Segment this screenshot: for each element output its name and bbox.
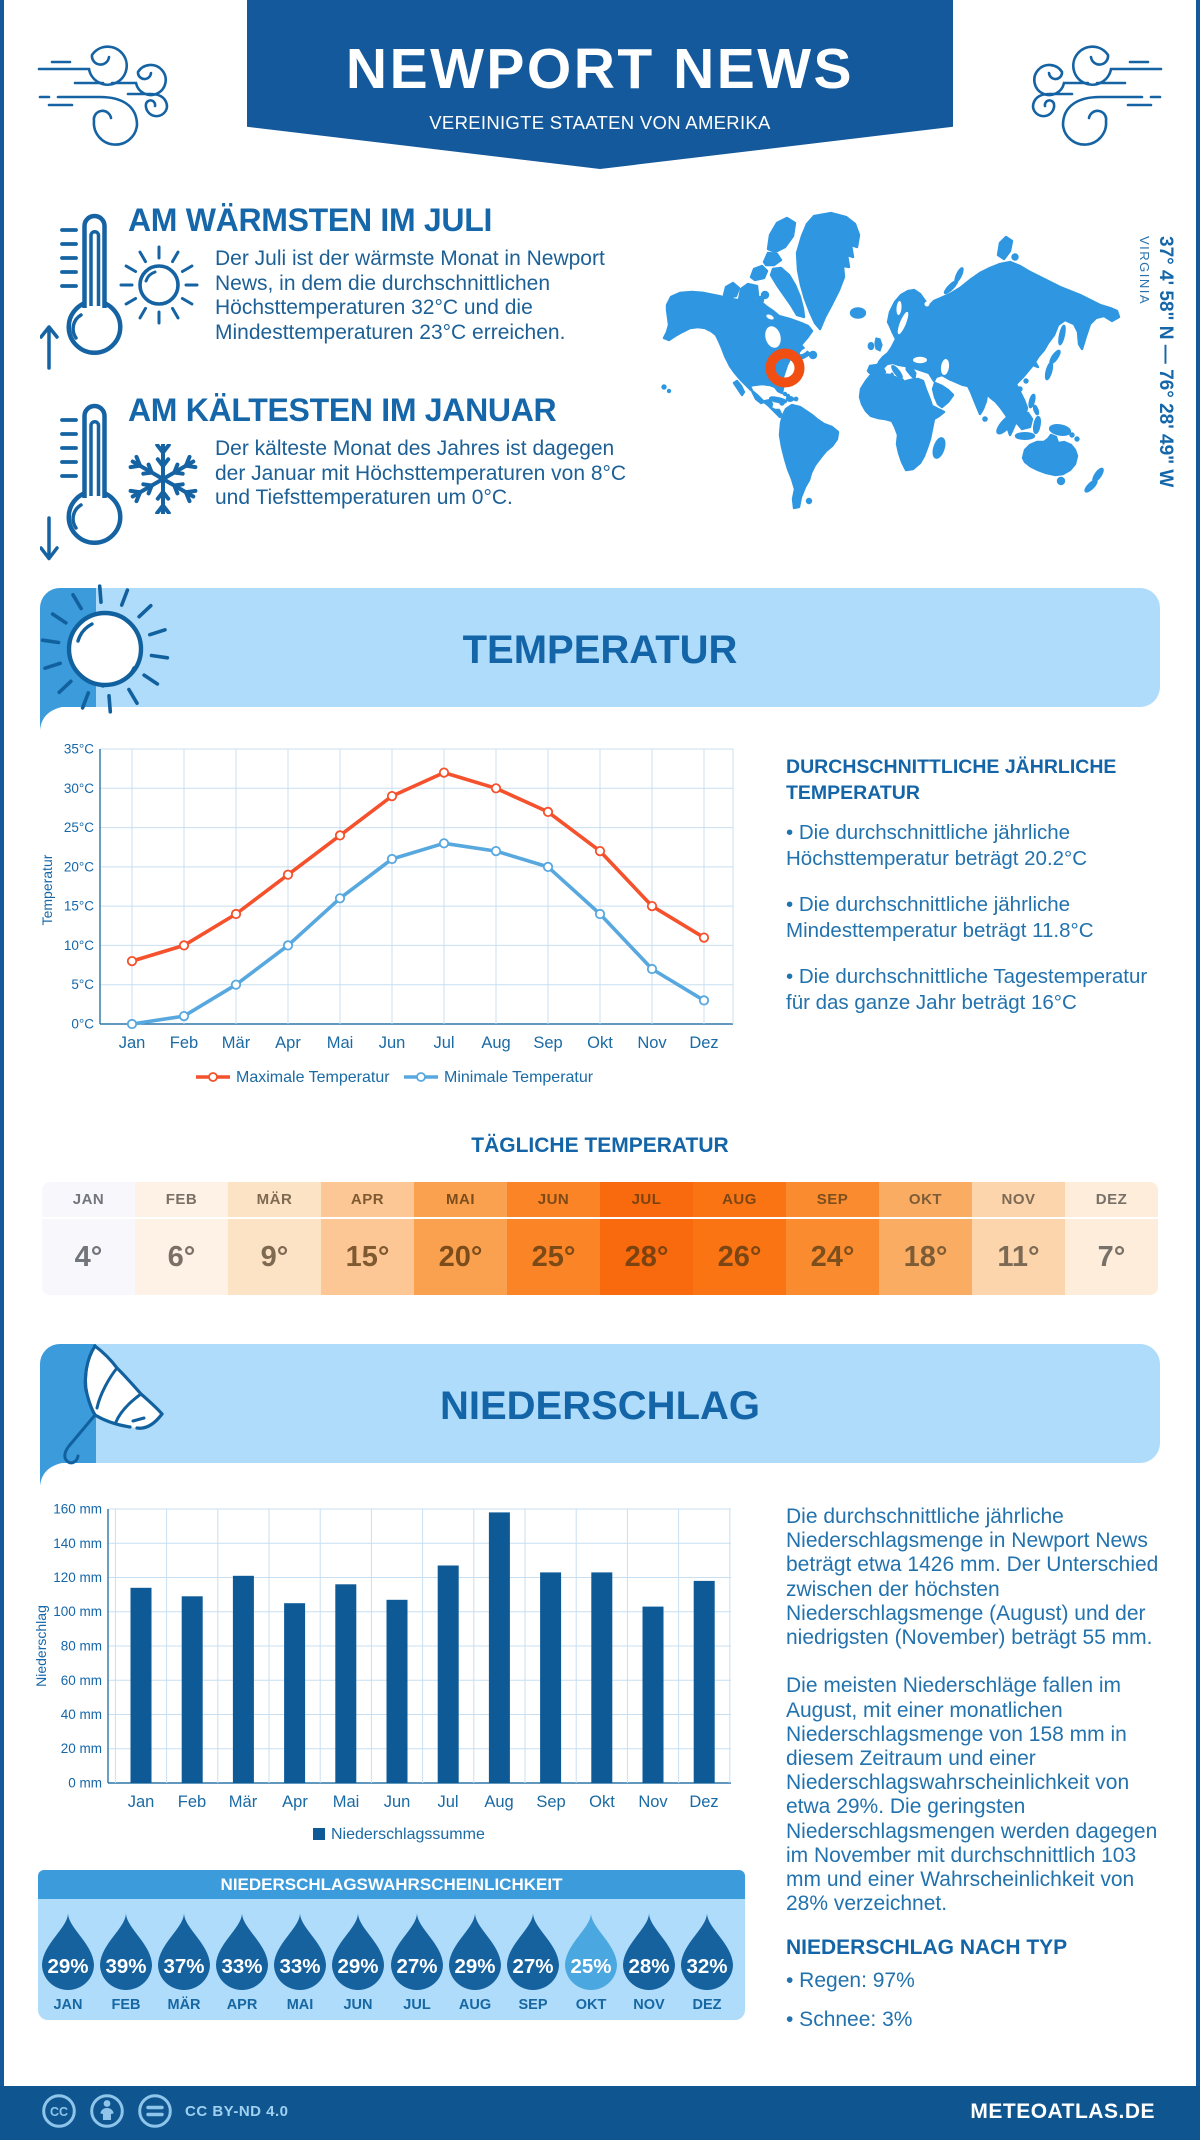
svg-text:Jan: Jan [119, 1034, 146, 1052]
svg-text:Feb: Feb [170, 1034, 198, 1052]
svg-text:Feb: Feb [178, 1793, 206, 1811]
svg-text:Niederschlagssumme: Niederschlagssumme [331, 1826, 485, 1843]
svg-text:Mär: Mär [229, 1793, 258, 1811]
svg-text:Mär: Mär [222, 1034, 251, 1052]
svg-text:20°C: 20°C [64, 859, 94, 874]
svg-text:29%: 29% [337, 1955, 378, 1978]
svg-text:39%: 39% [105, 1955, 146, 1978]
svg-text:80 mm: 80 mm [61, 1639, 102, 1654]
svg-text:Mai: Mai [327, 1034, 354, 1052]
svg-text:60 mm: 60 mm [61, 1673, 102, 1688]
svg-text:Minimale Temperatur: Minimale Temperatur [444, 1069, 594, 1086]
svg-text:Temperatur: Temperatur [39, 854, 55, 925]
svg-text:Okt: Okt [587, 1034, 613, 1052]
svg-text:Jul: Jul [433, 1034, 454, 1052]
svg-text:28%: 28% [628, 1955, 669, 1978]
svg-text:0°C: 0°C [71, 1017, 94, 1032]
svg-text:Jul: Jul [437, 1793, 458, 1811]
svg-text:33%: 33% [279, 1955, 320, 1978]
svg-text:160 mm: 160 mm [53, 1502, 102, 1517]
svg-text:Jun: Jun [379, 1034, 406, 1052]
svg-text:5°C: 5°C [71, 977, 94, 992]
svg-text:40 mm: 40 mm [61, 1707, 102, 1722]
svg-text:29%: 29% [47, 1955, 88, 1978]
svg-text:35°C: 35°C [64, 742, 94, 757]
svg-text:Apr: Apr [282, 1793, 308, 1811]
svg-text:Jan: Jan [128, 1793, 155, 1811]
svg-text:CC: CC [50, 2105, 68, 2119]
svg-text:Sep: Sep [533, 1034, 562, 1052]
svg-text:25°C: 25°C [64, 820, 94, 835]
svg-text:10°C: 10°C [64, 938, 94, 953]
svg-text:32%: 32% [686, 1955, 727, 1978]
svg-text:100 mm: 100 mm [53, 1604, 102, 1619]
svg-text:27%: 27% [396, 1955, 437, 1978]
svg-text:Nov: Nov [638, 1793, 668, 1811]
svg-text:29%: 29% [454, 1955, 495, 1978]
svg-text:20 mm: 20 mm [61, 1741, 102, 1756]
svg-text:Nov: Nov [637, 1034, 667, 1052]
svg-text:Apr: Apr [275, 1034, 301, 1052]
svg-text:Sep: Sep [536, 1793, 565, 1811]
svg-text:27%: 27% [512, 1955, 553, 1978]
svg-text:120 mm: 120 mm [53, 1570, 102, 1585]
svg-text:37%: 37% [163, 1955, 204, 1978]
svg-text:Aug: Aug [484, 1793, 513, 1811]
svg-text:30°C: 30°C [64, 781, 94, 796]
svg-text:33%: 33% [221, 1955, 262, 1978]
svg-text:0 mm: 0 mm [68, 1776, 102, 1791]
svg-text:140 mm: 140 mm [53, 1536, 102, 1551]
svg-text:Dez: Dez [689, 1034, 718, 1052]
svg-text:Okt: Okt [589, 1793, 615, 1811]
svg-text:Maximale Temperatur: Maximale Temperatur [236, 1069, 390, 1086]
svg-text:Mai: Mai [333, 1793, 360, 1811]
svg-text:Aug: Aug [481, 1034, 510, 1052]
svg-text:Jun: Jun [384, 1793, 411, 1811]
svg-text:25%: 25% [570, 1955, 611, 1978]
svg-text:15°C: 15°C [64, 899, 94, 914]
svg-text:Dez: Dez [689, 1793, 718, 1811]
svg-text:Niederschlag: Niederschlag [33, 1605, 49, 1687]
